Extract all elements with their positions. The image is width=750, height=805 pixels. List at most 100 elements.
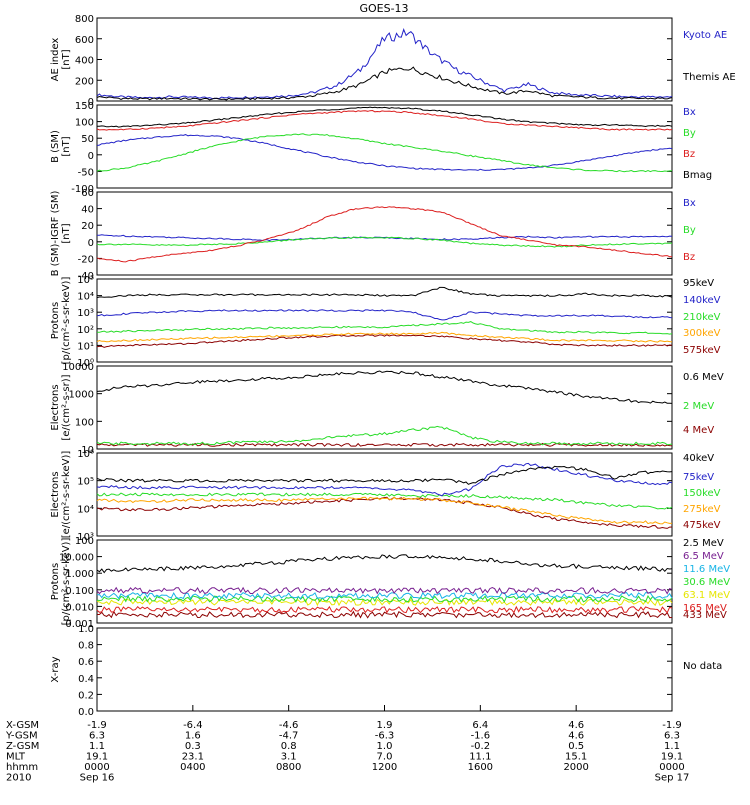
x-row-label: hhmm [6,762,38,773]
y-axis-label: Electrons [50,471,61,517]
legend-label: Bx [683,198,696,209]
series-line-210kev [96,321,673,335]
series-line-40kev [96,465,673,485]
series-line-bz [96,109,673,131]
y-tick-label: 0.001 [65,619,94,630]
series-line-475kev [96,496,673,529]
x-row-value: -1.9 [662,720,682,731]
x-row-value: 1.1 [664,741,680,752]
x-row-value: 0800 [276,762,301,773]
y-tick-label: 10⁵ [77,275,94,286]
series-line-275kev [96,496,673,525]
y-axis-label: Electrons [50,384,61,430]
panel-8: 1.0 0.8 0.6 0.4 0.2 0.0 X-ray No data [50,624,722,718]
y-tick-label: 0 [88,97,94,108]
panel-1: 800 600 400 200 0 AE index [nT] Kyoto AE Themis … [50,14,736,108]
x-row-value: 1.9 [377,720,393,731]
x-row-value: 1600 [468,762,493,773]
x-row-value: 1.0 [377,741,393,752]
x-row-value: -6.4 [183,720,203,731]
y-tick-label: 0.0 [78,707,94,718]
y-axis-label: Protons [50,302,61,339]
x-row-value: Sep 17 [655,773,690,784]
legend-label: 275keV [683,504,721,515]
legend-label: 433 MeV [683,610,727,621]
series-line-bx [96,134,673,171]
series-line-150kev [96,492,673,510]
y-tick-label: 1.0 [78,624,94,635]
x-row-value: 19.1 [661,752,683,763]
y-axis-label: Protons [50,563,61,600]
y-tick-label: 0.8 [78,641,94,652]
series-line-11-6-mev [96,591,673,600]
y-axis-label: B (SM) [50,130,61,163]
legend-label: 210keV [683,312,721,323]
series-line-bmag [97,106,673,128]
x-row-value: 7.0 [377,752,393,763]
x-row-value: 1.6 [185,731,201,742]
series-line-themis-ae [96,66,673,101]
y-tick-label: 800 [75,14,94,25]
legend-label: 575keV [683,345,721,356]
x-row-value: 0.5 [568,741,584,752]
y-axis-label: [p/(cm²-s-sr-keV)] [61,277,72,365]
y-tick-label: 600 [75,35,94,46]
y-axis-label: [e/(cm²-s-sr-keV)] [61,451,72,539]
x-row-label: Y-GSM [5,731,38,742]
series-line-2-mev [96,425,673,446]
y-tick-label: 10² [77,325,94,336]
x-row-value: -4.7 [279,731,299,742]
x-row-value: 23.1 [182,752,204,763]
series-line-575kev [96,334,673,348]
y-axis-label: AE index [50,38,61,82]
panel-frame [96,191,673,276]
series-line-2-5-mev [96,554,673,574]
series-line-bx [97,234,673,242]
y-tick-label: 10⁴ [77,504,94,515]
legend-label: 300keV [683,328,721,339]
y-tick-label: 0 [88,151,94,162]
panel-frame [96,539,673,624]
legend-label: 63.1 MeV [683,590,730,601]
x-row-value: 4.6 [568,720,584,731]
y-tick-label: 10³ [77,308,94,319]
legend-label: 95keV [683,278,714,289]
legend-label: Bz [683,252,695,263]
y-tick-label: 1000 [69,390,94,401]
x-row-value: 6.4 [472,720,488,731]
y-tick-label: 10⁶ [77,449,94,460]
x-row-label: MLT [6,752,26,763]
legend-label: 150keV [683,488,721,499]
legend-label: 475keV [683,520,721,531]
legend-label: 6.5 MeV [683,551,724,562]
series-line-by [96,133,673,173]
panel-frame [96,17,673,102]
y-axis-label: X-ray [50,656,61,682]
x-row-value: 2000 [563,762,588,773]
panel-frame [96,365,673,450]
legend-label: 165 MeV [683,603,727,614]
y-axis-label: [nT] [61,136,72,156]
y-tick-label: -100 [71,184,94,195]
y-tick-label: 100 [75,536,94,547]
panel-frame [96,278,673,363]
y-tick-label: 60 [81,188,94,199]
x-row-value: -1.6 [471,731,491,742]
x-row-value: Sep 16 [80,773,115,784]
y-tick-label: 0 [88,238,94,249]
y-tick-label: 0.010 [65,602,94,613]
x-row-value: 11.1 [469,752,491,763]
series-line-30-6-mev [96,594,673,603]
x-row-label: Z-GSM [6,741,39,752]
y-tick-label: 0.6 [78,657,94,668]
x-row-value: 3.1 [281,752,297,763]
legend-label: 0.6 MeV [683,372,724,383]
x-row-value: 0000 [659,762,684,773]
y-tick-label: 10³ [77,532,94,543]
series-line-63-1-mev [96,598,673,607]
series-line-300kev [96,331,673,343]
x-row-value: -4.6 [279,720,299,731]
series-line-140kev [96,309,673,321]
y-tick-label: 10⁰ [77,358,94,369]
legend-label: Bx [683,107,696,118]
